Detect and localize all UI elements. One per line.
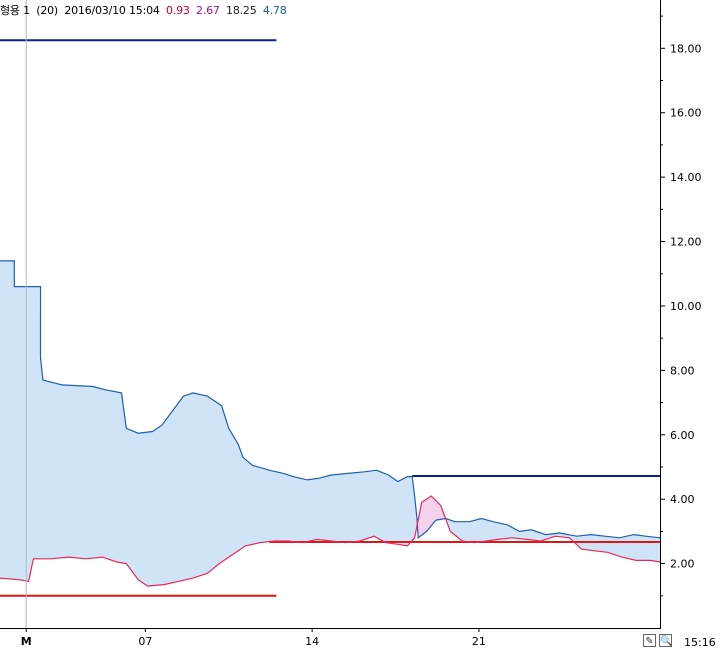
y-axis-ticks: 2.00 4.00 6.00 8.00 10.00 12.00 14.00 16.00 18.0… <box>660 15 702 597</box>
series-line-1 <box>0 260 661 539</box>
band-fill-inverted <box>417 496 446 538</box>
header-value-1: 0.93 <box>166 4 190 17</box>
chart-axes <box>0 0 661 629</box>
zoom-icon[interactable]: 🔍 <box>659 634 673 647</box>
series-line-2 <box>0 495 661 587</box>
band-fill <box>446 518 660 562</box>
series-lines <box>0 260 661 587</box>
header-datetime: 2016/03/10 15:04 <box>64 4 160 17</box>
y-tick-label: 6.00 <box>670 429 695 442</box>
chart-fills <box>0 260 660 587</box>
y-tick-label: 10.00 <box>670 300 702 313</box>
x-tick-label: 07 <box>138 635 152 648</box>
header-value-3: 18.25 <box>226 4 257 17</box>
x-tick-label: 21 <box>472 635 486 648</box>
band-fill <box>0 260 418 587</box>
chart-header: 형용 1 (20) 2016/03/10 15:04 0.93 2.67 18.… <box>0 2 290 18</box>
y-tick-label: 4.00 <box>670 493 695 506</box>
indicator-label: 형용 1 <box>0 4 30 17</box>
y-tick-label: 12.00 <box>670 236 702 249</box>
x-tick-label: 14 <box>305 635 319 648</box>
y-tick-label: 16.00 <box>670 107 702 120</box>
footer-time: 15:16 <box>684 636 716 649</box>
edit-icon[interactable]: ✎ <box>643 634 656 647</box>
x-tick-label: M <box>21 635 32 648</box>
reference-lines <box>0 39 660 597</box>
x-axis-ticks: M 07 14 21 <box>21 0 486 648</box>
y-tick-label: 2.00 <box>670 558 695 571</box>
indicator-period: (20) <box>36 4 59 17</box>
y-tick-label: 14.00 <box>670 171 702 184</box>
header-value-4: 4.78 <box>262 4 287 17</box>
y-tick-label: 18.00 <box>670 42 702 55</box>
header-value-2: 2.67 <box>196 4 220 17</box>
y-tick-label: 8.00 <box>670 364 695 377</box>
